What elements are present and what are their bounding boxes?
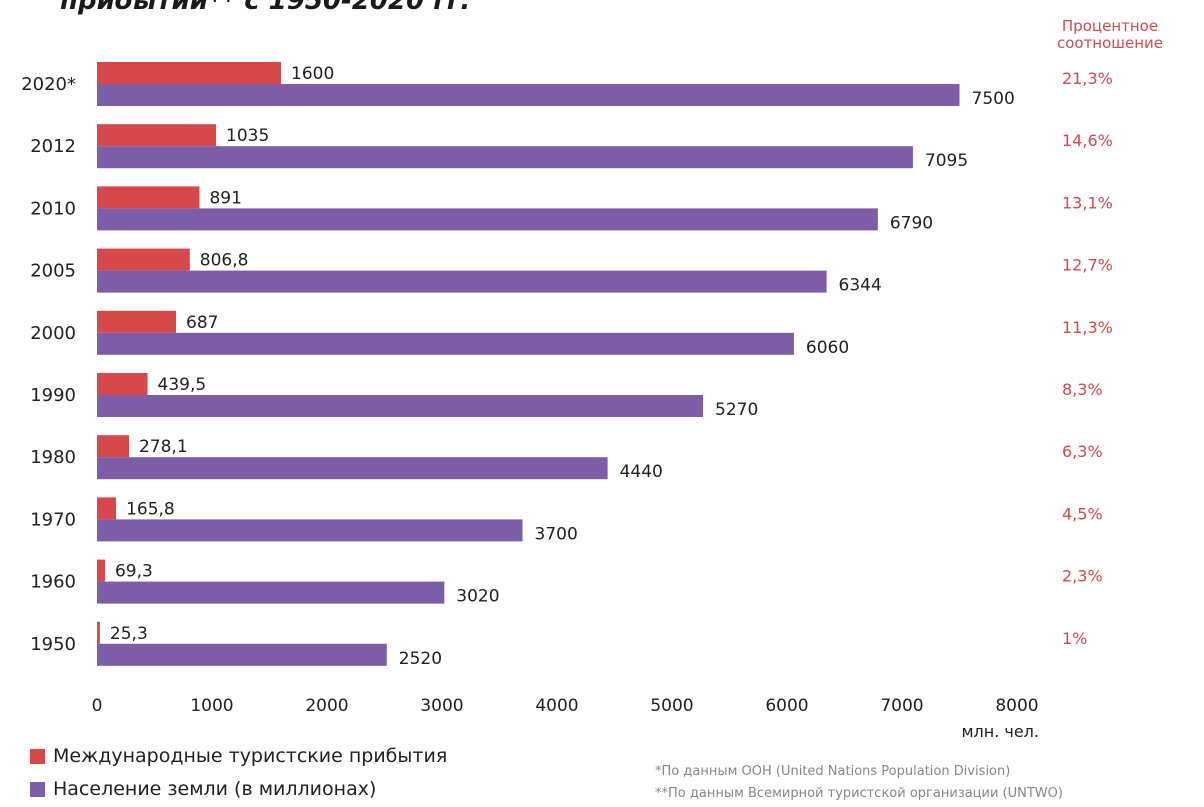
- percent-label-1980: 6,3%: [1062, 442, 1103, 461]
- x-tick-label-3000: 3000: [420, 696, 463, 716]
- legend-label-population: Население земли (в миллионах): [53, 778, 377, 800]
- bar-population-1990: [97, 395, 704, 417]
- data-label-population-2005: 6344: [839, 276, 882, 296]
- data-label-arrivals-1960: 69,3: [115, 562, 153, 582]
- data-label-population-1980: 4440: [620, 462, 663, 482]
- data-label-arrivals-2000: 687: [186, 313, 218, 333]
- legend-item-arrivals: Международные туристские прибытия: [30, 745, 447, 767]
- data-label-population-2000: 6060: [806, 338, 849, 358]
- x-tick-label-8000: 8000: [995, 696, 1038, 716]
- category-label-2012: 2012: [30, 136, 76, 157]
- footnote-unwto: **По данным Всемирной туристской организ…: [655, 786, 1063, 801]
- data-label-arrivals-1970: 165,8: [126, 499, 175, 519]
- x-tick-label-4000: 4000: [535, 696, 578, 716]
- category-label-1970: 1970: [30, 509, 76, 530]
- percent-label-1960: 2,3%: [1062, 567, 1103, 586]
- data-label-population-1950: 2520: [399, 649, 442, 669]
- data-label-arrivals-1990: 439,5: [158, 375, 207, 395]
- data-label-arrivals-1980: 278,1: [139, 437, 188, 457]
- data-label-population-1990: 5270: [715, 400, 758, 420]
- bar-population-2000: [97, 332, 794, 355]
- chart-title: прибытий** с 1950-2020 гг.: [60, 0, 471, 16]
- bar-population-2012: [97, 146, 913, 169]
- data-label-population-1960: 3020: [456, 587, 499, 607]
- percent-label-2010: 13,1%: [1062, 193, 1113, 212]
- bar-arrivals-2005: [97, 248, 190, 271]
- percent-column-header: Процентное соотношение: [1056, 17, 1164, 52]
- percent-label-2005: 12,7%: [1062, 256, 1113, 275]
- data-label-population-2012: 7095: [925, 151, 968, 171]
- bar-arrivals-2010: [97, 186, 200, 209]
- category-label-2010: 2010: [30, 198, 76, 219]
- bar-arrivals-2020: [97, 62, 281, 84]
- percent-label-1950: 1%: [1062, 629, 1087, 648]
- bar-population-1960: [97, 581, 445, 604]
- data-label-arrivals-2020: 1600: [291, 64, 334, 84]
- x-tick-label-5000: 5000: [650, 696, 693, 716]
- legend-item-population: Население земли (в миллионах): [30, 778, 376, 800]
- data-label-population-2020: 7500: [972, 89, 1015, 109]
- data-label-arrivals-2005: 806,8: [200, 251, 249, 271]
- bar-arrivals-2012: [97, 124, 217, 147]
- labels-group: 2020* 1600 7500 21,3% 2012 1035 7095 14,6% 2010 8…: [21, 64, 1113, 669]
- percent-label-1990: 8,3%: [1062, 380, 1103, 399]
- category-label-2000: 2000: [30, 323, 76, 344]
- footnote-un: *По данным ООН (United Nations Populatio…: [655, 764, 1011, 779]
- bar-population-2020: [97, 84, 960, 106]
- data-label-arrivals-2012: 1035: [226, 126, 269, 146]
- data-label-population-1970: 3700: [535, 524, 578, 544]
- x-tick-label-6000: 6000: [765, 696, 808, 716]
- percent-label-2012: 14,6%: [1062, 131, 1113, 150]
- category-label-2020: 2020*: [21, 74, 76, 95]
- bar-arrivals-1970: [97, 497, 117, 520]
- category-label-1950: 1950: [30, 634, 76, 655]
- bar-arrivals-1980: [97, 435, 129, 458]
- percent-label-2020: 21,3%: [1062, 69, 1113, 88]
- bar-arrivals-2000: [97, 310, 177, 333]
- x-tick-label-7000: 7000: [880, 696, 923, 716]
- bar-population-1980: [97, 457, 608, 480]
- x-tick-label-1000: 1000: [190, 696, 233, 716]
- x-axis-unit-label: млн. чел.: [961, 722, 1039, 741]
- bars-group: [97, 62, 960, 666]
- bar-arrivals-1950: [97, 621, 100, 644]
- data-label-population-2010: 6790: [890, 213, 933, 233]
- data-label-arrivals-1950: 25,3: [110, 624, 148, 644]
- bar-population-1970: [97, 519, 523, 542]
- bar-population-2005: [97, 270, 827, 293]
- x-tick-label-2000: 2000: [305, 696, 348, 716]
- bar-arrivals-1990: [97, 373, 148, 395]
- percent-label-1970: 4,5%: [1062, 504, 1103, 523]
- x-tick-label-0: 0: [92, 696, 103, 716]
- percent-label-2000: 11,3%: [1062, 318, 1113, 337]
- category-label-2005: 2005: [30, 261, 76, 282]
- category-label-1960: 1960: [30, 572, 76, 593]
- bar-population-1950: [97, 643, 387, 666]
- bar-population-2010: [97, 208, 878, 231]
- x-axis: 0 1000 2000 3000 4000 5000 6000 7000 8000 млн. че…: [92, 696, 1039, 741]
- legend-label-arrivals: Международные туристские прибытия: [53, 745, 448, 767]
- category-label-1980: 1980: [30, 447, 76, 468]
- data-label-arrivals-2010: 891: [209, 188, 241, 208]
- category-label-1990: 1990: [30, 385, 76, 406]
- legend-swatch-population: [30, 781, 45, 797]
- bar-arrivals-1960: [97, 559, 105, 582]
- legend-swatch-arrivals: [30, 748, 45, 764]
